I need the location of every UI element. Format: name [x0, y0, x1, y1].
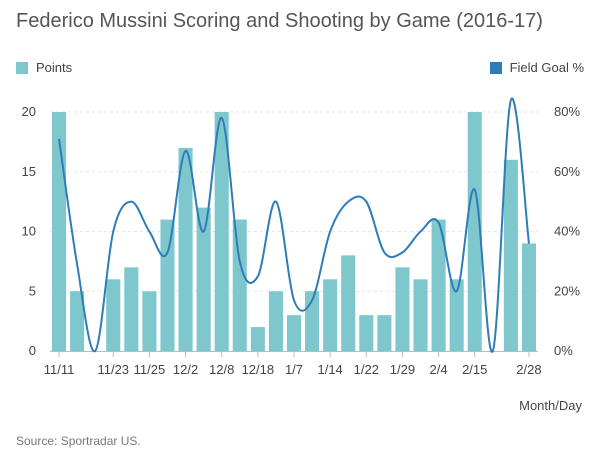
x-tick-label: 1/22: [354, 362, 379, 377]
field-goal-legend-swatch: [489, 61, 502, 74]
points-bar: [178, 147, 193, 351]
y-tick-label: 10: [22, 224, 36, 239]
points-bar: [250, 327, 265, 351]
points-bar: [196, 207, 211, 351]
x-axis-title: Month/Day: [519, 398, 582, 413]
y2-tick-label: 20%: [554, 283, 580, 298]
x-tick-label: 12/8: [209, 362, 234, 377]
x-tick-label: 1/14: [317, 362, 342, 377]
x-tick-label: 1/7: [285, 362, 303, 377]
points-bar: [503, 159, 518, 351]
y-tick-label: 15: [22, 164, 36, 179]
points-bar: [359, 315, 374, 351]
x-tick-label: 11/11: [44, 362, 75, 377]
y2-tick-label: 0%: [554, 343, 573, 358]
legend-item-points[interactable]: Points: [16, 60, 72, 75]
chart-title: Federico Mussini Scoring and Shooting by…: [16, 10, 543, 32]
points-legend-swatch: [16, 61, 28, 74]
points-bar: [268, 291, 283, 351]
source-note: Source: Sportradar US.: [16, 434, 141, 448]
y-tick-label: 20: [22, 104, 36, 119]
points-bar: [323, 279, 338, 351]
x-tick-label: 11/25: [134, 362, 166, 377]
points-bar: [51, 112, 67, 351]
field-goal-line: [58, 97, 530, 353]
x-tick-label: 2/15: [462, 362, 487, 377]
y-tick-label: 0: [29, 343, 36, 358]
points-bar: [341, 255, 356, 351]
points-bar: [232, 219, 247, 351]
points-bar: [377, 315, 392, 351]
points-bar: [521, 243, 537, 351]
x-tick-label: 2/28: [516, 362, 541, 377]
legend-item-field-goal-pct[interactable]: Field Goal %: [489, 60, 584, 75]
field-goal-legend-label: Field Goal %: [509, 60, 584, 75]
points-bar: [142, 291, 157, 351]
x-tick-label: 11/23: [97, 362, 129, 377]
y2-tick-label: 60%: [554, 164, 580, 179]
x-tick-label: 12/18: [242, 362, 275, 377]
points-legend-label: Points: [36, 60, 73, 75]
points-bar: [160, 219, 175, 351]
x-tick-label: 2/4: [430, 362, 448, 377]
points-bar: [449, 279, 464, 351]
y-tick-label: 5: [29, 283, 36, 298]
points-bar: [70, 291, 85, 351]
points-bar: [431, 219, 446, 351]
points-bar: [106, 279, 121, 351]
y2-tick-label: 80%: [554, 104, 580, 119]
points-bar: [413, 279, 428, 351]
points-bar: [395, 267, 410, 351]
x-tick-label: 1/29: [390, 362, 415, 377]
points-bar: [467, 112, 482, 351]
y2-tick-label: 40%: [554, 224, 580, 239]
points-bar: [214, 112, 229, 351]
points-bar: [124, 267, 139, 351]
x-tick-label: 12/2: [173, 362, 198, 377]
points-bar: [286, 315, 302, 351]
